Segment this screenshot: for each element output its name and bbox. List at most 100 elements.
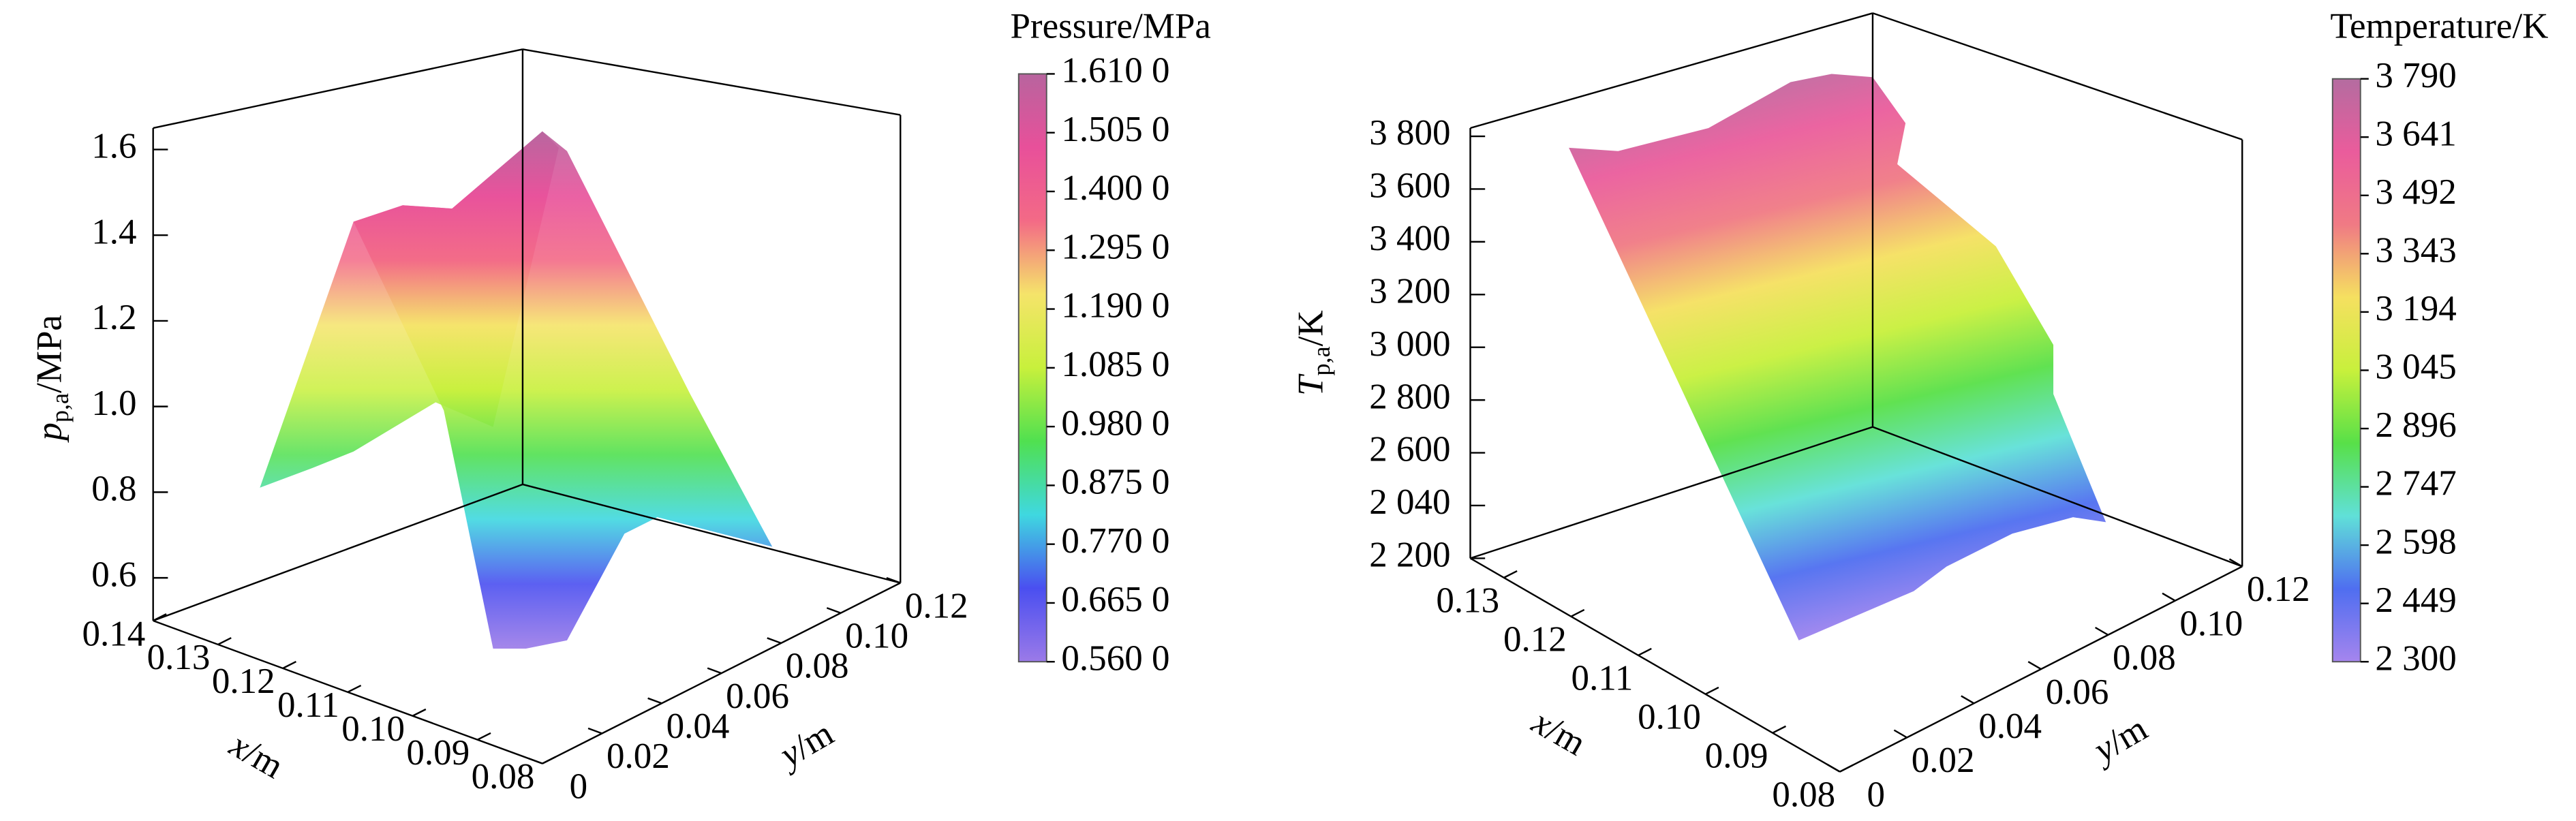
colorbar [1017,73,1047,663]
colorbar-tick-label: 0.560 0 [1061,638,1169,678]
y-tick-label: 0.02 [607,737,670,776]
z-axis-label-symbol: p [30,422,70,444]
colorbar-tick-label: 2 598 [2375,522,2456,561]
z-tick-label: 2 800 [1369,377,1450,416]
y-axis-label: y/m [771,713,840,776]
colorbar-tick-label: 3 641 [2375,114,2456,153]
x-tick-label: 0.12 [212,662,275,701]
colorbar-tick-label: 0.770 0 [1061,521,1169,561]
y-tick [1826,763,1841,773]
y-tick [826,607,842,614]
colorbar-tick-label: 0.980 0 [1061,403,1169,443]
colorbar-title: Pressure/MPa [1010,7,1211,46]
x-tick-label: 0.09 [406,733,470,773]
x-axis-label: x/m [1525,702,1593,763]
x-tick-label: 0.08 [1772,775,1835,814]
colorbar-tick-label: 1.610 0 [1061,51,1169,91]
y-tick [587,727,602,734]
x-tick-label: 0.10 [341,709,405,749]
colorbar-tick-label: 3 343 [2375,231,2456,270]
x-tick [1705,686,1719,695]
z-tick-label: 3 400 [1369,219,1450,258]
colorbar-tick-label: 1.400 0 [1061,168,1169,208]
colorbar-tick-label: 0.875 0 [1061,463,1169,502]
y-tick [2228,558,2243,568]
z-axis-label-symbol: T [1291,373,1331,396]
z-tick-label: 1.2 [91,298,136,337]
y-tick-label: 0.06 [726,677,789,716]
x-tick-label: 0.13 [1436,581,1499,621]
y-tick-label: 0.06 [2046,672,2109,712]
colorbar-tick-label: 3 045 [2375,347,2456,387]
y-tick [1893,729,1907,739]
x-tick [1839,764,1854,773]
x-tick-label: 0.11 [1571,659,1634,698]
axis-line [1872,426,2243,568]
x-tick [412,708,427,717]
x-tick [282,661,296,669]
axis-line [1469,557,1841,773]
x-tick [1570,608,1585,617]
z-tick-label: 1.4 [91,212,136,251]
x-tick-label: 0.10 [1638,698,1701,737]
x-tick-label: 0.12 [1503,620,1567,660]
y-tick [886,576,901,584]
colorbar-tick-label: 1.085 0 [1061,345,1169,384]
z-tick-label: 3 200 [1369,271,1450,311]
y-tick [2095,626,2109,636]
x-tick [1772,725,1787,734]
x-tick [153,613,167,622]
y-tick [2162,592,2176,602]
z-tick-label: 2 040 [1369,482,1450,522]
y-tick [647,697,662,704]
y-axis-label: y/m [2085,709,2154,771]
y-tick-label: 0.10 [845,616,908,655]
y-tick-label: 0.12 [2247,570,2310,609]
colorbar-tick-label: 3 790 [2375,56,2456,95]
x-tick [542,756,556,764]
colorbar-tick-label: 3 492 [2375,172,2456,212]
x-tick [1638,647,1652,656]
z-axis-label-unit: /MPa [30,315,70,393]
x-tick-label: 0.09 [1705,736,1768,775]
z-tick-label: 3 600 [1369,166,1450,206]
y-tick [2027,661,2042,670]
axis-line [153,48,523,129]
z-tick-label: 2 200 [1369,536,1450,575]
y-tick-label: 0.10 [2179,604,2243,643]
z-tick-label: 3 800 [1369,113,1450,153]
z-tick-label: 2 600 [1369,430,1450,469]
colorbar-tick-label: 2 747 [2375,464,2456,504]
y-tick [767,637,782,645]
z-tick-label: 0.8 [91,469,136,509]
surface [1569,74,2106,640]
axis-line [522,48,901,116]
x-axis-label: x/m [223,725,290,786]
colorbar-tick-label: 1.295 0 [1061,227,1169,266]
x-tick-label: 0.13 [147,638,211,677]
colorbar-tick-label: 2 300 [2375,638,2456,678]
y-tick [1961,695,1975,704]
y-tick-label: 0.08 [786,647,849,686]
x-tick-label: 0.11 [277,685,339,725]
surface [353,131,773,649]
y-tick-label: 0 [570,766,588,806]
y-tick-label: 0.08 [2113,638,2176,678]
axis-line [153,483,523,622]
axis-line [1470,12,1873,129]
x-tick-label: 0.08 [472,757,535,796]
colorbar-tick-label: 1.505 0 [1061,110,1169,149]
z-axis-label-subscript: p,a [1308,346,1335,375]
y-tick [707,667,722,675]
colorbar-tick-label: 1.190 0 [1061,286,1169,326]
colorbar-tick-label: 0.665 0 [1061,580,1169,619]
y-tick [528,758,543,764]
y-tick-label: 0 [1867,775,1886,814]
y-tick-label: 0.02 [1912,741,1975,780]
y-tick-label: 0.12 [905,586,968,625]
z-tick-label: 1.0 [91,384,136,423]
x-tick [477,732,491,741]
z-tick-label: 1.6 [91,127,136,166]
x-tick [217,637,232,646]
